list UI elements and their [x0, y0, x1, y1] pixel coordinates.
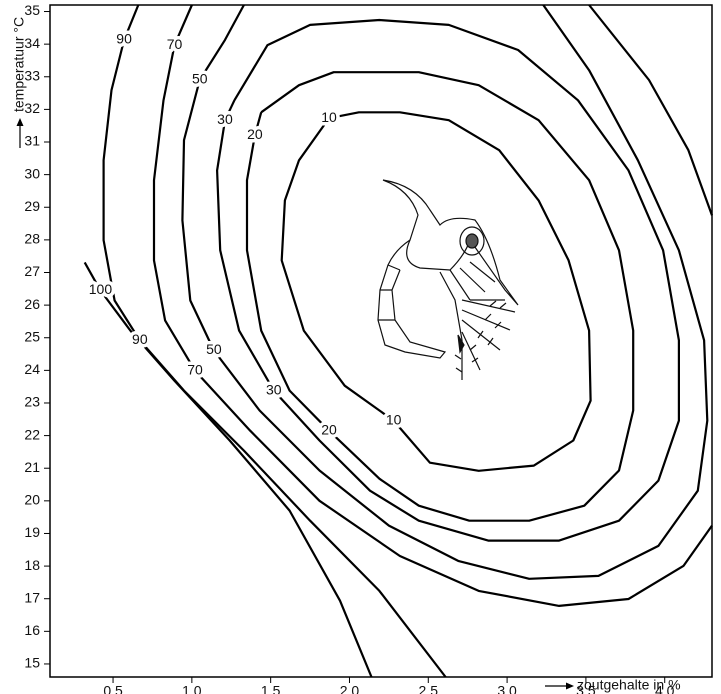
x-tick-label: 4,0 — [655, 683, 675, 694]
y-tick-label: 27 — [24, 263, 40, 279]
contour-line — [280, 111, 592, 472]
x-tick-label: 2,5 — [419, 683, 439, 694]
y-tick-label: 28 — [24, 231, 40, 247]
x-axis-arrowhead — [566, 682, 574, 690]
y-tick-label: 18 — [24, 557, 40, 573]
y-tick-label: 32 — [24, 100, 40, 116]
x-tick-label: 0,5 — [103, 683, 123, 694]
contour-line — [152, 4, 714, 607]
contour-line — [83, 261, 373, 678]
x-tick-label: 1,0 — [182, 683, 202, 694]
contour-label: 70 — [187, 361, 203, 377]
x-tick-label: 2,0 — [340, 683, 360, 694]
contour-label: 90 — [132, 331, 148, 347]
y-tick-label: 34 — [24, 35, 40, 51]
contour-label: 100 — [89, 281, 113, 297]
y-tick-label: 16 — [24, 622, 40, 638]
y-tick-label: 19 — [24, 524, 40, 540]
y-tick-label: 17 — [24, 589, 40, 605]
y-tick-label: 29 — [24, 198, 40, 214]
contour-label: 20 — [321, 421, 337, 437]
contour-label: 10 — [386, 411, 402, 427]
contours — [83, 4, 714, 678]
y-axis-title: temperatuur °C — [11, 17, 27, 112]
y-tick-label: 35 — [24, 2, 40, 18]
illustration — [377, 179, 519, 380]
y-tick-label: 33 — [24, 67, 40, 83]
y-tick-label: 15 — [24, 655, 40, 671]
contour-label: 20 — [247, 126, 263, 142]
x-axis-title: zoutgehalte in % — [577, 677, 681, 693]
contour-line — [102, 4, 447, 678]
contour-label: 90 — [116, 31, 132, 47]
contour-line — [245, 71, 635, 522]
contour-label: 50 — [192, 71, 208, 87]
y-tick-label: 25 — [24, 328, 40, 344]
y-tick-label: 31 — [24, 133, 40, 149]
x-tick-label: 3,0 — [497, 683, 517, 694]
contour-line — [181, 4, 709, 580]
y-tick-label: 30 — [24, 165, 40, 181]
contour-label: 50 — [206, 341, 222, 357]
y-tick-label: 20 — [24, 492, 40, 508]
x-tick-label: 1,5 — [261, 683, 281, 694]
contour-label: 30 — [266, 381, 282, 397]
contour-label: 70 — [167, 36, 183, 52]
y-tick-label: 26 — [24, 296, 40, 312]
y-axis-arrowhead — [16, 118, 24, 126]
y-tick-label: 22 — [24, 426, 40, 442]
contour-label: 30 — [217, 111, 233, 127]
plot-frame — [49, 4, 713, 678]
y-tick-label: 23 — [24, 394, 40, 410]
y-tick-label: 21 — [24, 459, 40, 475]
contour-label: 10 — [321, 109, 337, 125]
contour-line — [216, 18, 680, 542]
x-tick-label: 3,5 — [576, 683, 596, 694]
y-tick-label: 24 — [24, 361, 40, 377]
